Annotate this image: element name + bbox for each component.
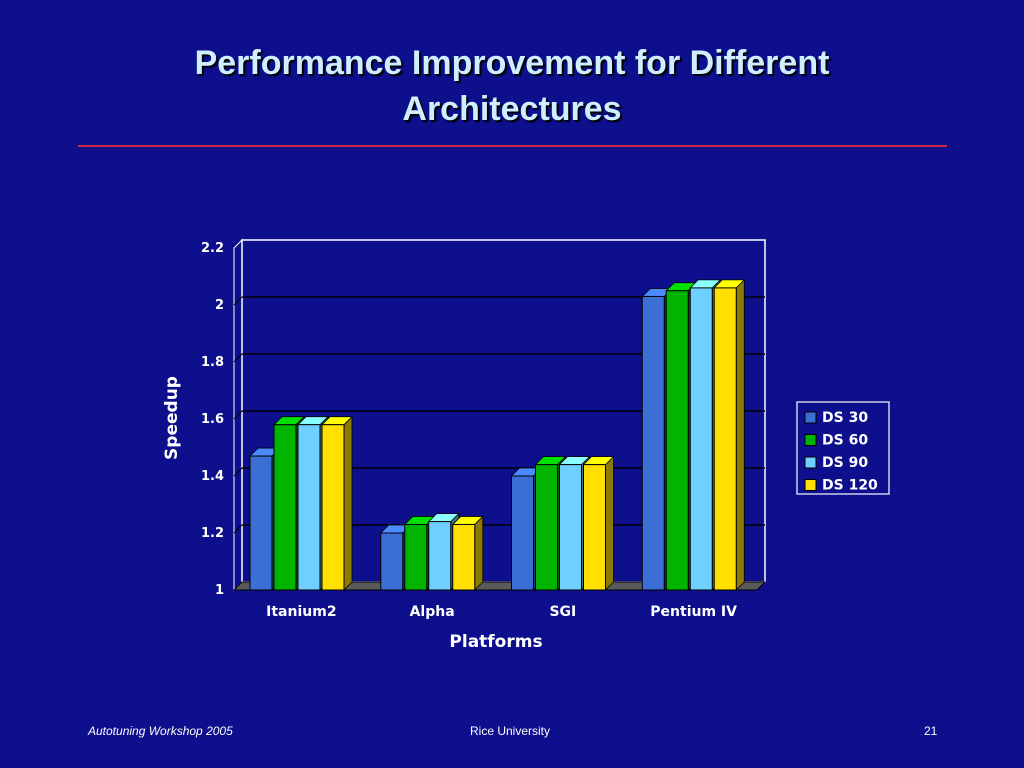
x-tick-label: Itanium2 bbox=[266, 604, 336, 620]
slide-title: Performance Improvement for Different Ar… bbox=[60, 40, 964, 132]
legend-swatch bbox=[804, 411, 817, 424]
y-tick-label: 1.2 bbox=[201, 526, 224, 541]
bar-front bbox=[380, 532, 404, 591]
bar-front bbox=[321, 424, 345, 591]
bar-side bbox=[474, 515, 484, 591]
x-tick-label: Alpha bbox=[410, 604, 455, 620]
bar-front bbox=[583, 464, 606, 591]
bar-front bbox=[713, 287, 737, 591]
slide-title-line-2: Architectures bbox=[402, 90, 622, 128]
bar-front bbox=[297, 424, 321, 591]
bar-side bbox=[735, 278, 745, 591]
gridline-wall bbox=[233, 353, 243, 363]
legend-label: DS 90 bbox=[822, 455, 868, 471]
legend-swatch bbox=[804, 479, 817, 491]
bar-front bbox=[273, 424, 297, 591]
y-axis-title: Speedup bbox=[162, 376, 182, 460]
chart-legend: DS 30 DS 60 DS 90 DS 120 bbox=[796, 401, 890, 495]
bar-front bbox=[404, 523, 428, 591]
y-tick-label: 1.8 bbox=[201, 355, 224, 370]
bar-front bbox=[511, 475, 534, 591]
legend-label: DS 30 bbox=[822, 410, 868, 426]
bar-side bbox=[605, 455, 614, 591]
x-tick-label: Pentium IV bbox=[650, 604, 737, 620]
bar-front bbox=[641, 295, 665, 591]
footer-institution: Rice University bbox=[470, 724, 551, 738]
bar-front bbox=[559, 464, 582, 591]
bar-front bbox=[665, 290, 689, 591]
bar bbox=[451, 515, 484, 591]
title-divider bbox=[78, 145, 947, 147]
footer-event: Autotuning Workshop 2005 bbox=[88, 724, 233, 738]
x-axis-title: Platforms bbox=[449, 632, 542, 652]
slide-title-line-1: Performance Improvement for Different bbox=[194, 44, 830, 82]
bar bbox=[713, 278, 746, 591]
y-tick-label: 1.4 bbox=[201, 469, 224, 484]
bar-front bbox=[689, 287, 713, 591]
legend-label: DS 120 bbox=[822, 478, 878, 494]
bar-front bbox=[535, 464, 558, 591]
page-number: 21 bbox=[924, 724, 938, 738]
bar-front bbox=[452, 523, 476, 591]
gridline-wall bbox=[233, 296, 243, 306]
legend-swatch bbox=[804, 456, 817, 469]
y-tick-label: 1 bbox=[215, 583, 224, 598]
gridline-wall bbox=[233, 467, 243, 477]
bar bbox=[582, 455, 615, 591]
bar-side bbox=[343, 415, 353, 591]
y-tick-label: 2.2 bbox=[201, 241, 224, 256]
bar bbox=[321, 415, 353, 591]
gridline-wall bbox=[233, 410, 243, 420]
bar-front bbox=[428, 521, 452, 591]
gridline-wall bbox=[233, 524, 243, 534]
y-tick-label: 1.6 bbox=[201, 412, 224, 427]
legend-label: DS 60 bbox=[822, 433, 868, 449]
y-tick-label: 2 bbox=[215, 298, 224, 313]
x-tick-label: SGI bbox=[549, 604, 576, 620]
legend-swatch bbox=[804, 434, 817, 446]
bar-front bbox=[249, 455, 273, 591]
